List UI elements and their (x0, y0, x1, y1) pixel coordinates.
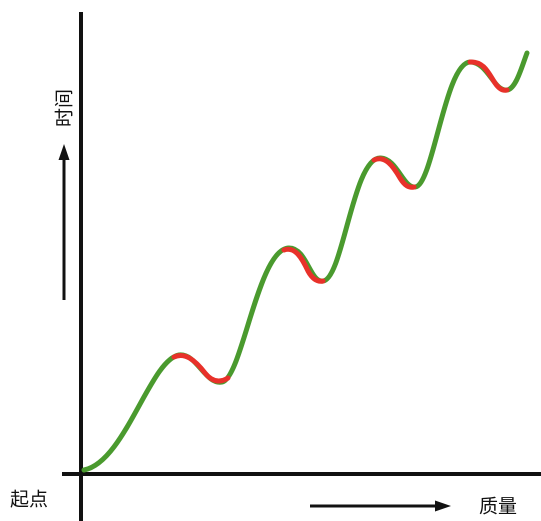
x-direction-arrow (310, 500, 451, 512)
dip-segment-1 (171, 353, 231, 384)
dip-segment-2 (281, 246, 326, 284)
progress-curve (81, 50, 530, 473)
y-direction-arrow (58, 144, 70, 300)
dip-segment-3 (371, 156, 417, 190)
y-axis-label: 时间 (54, 89, 76, 127)
origin-label: 起点 (10, 489, 48, 511)
x-axis-label: 质量 (479, 496, 517, 518)
dip-segment-4 (467, 59, 510, 93)
